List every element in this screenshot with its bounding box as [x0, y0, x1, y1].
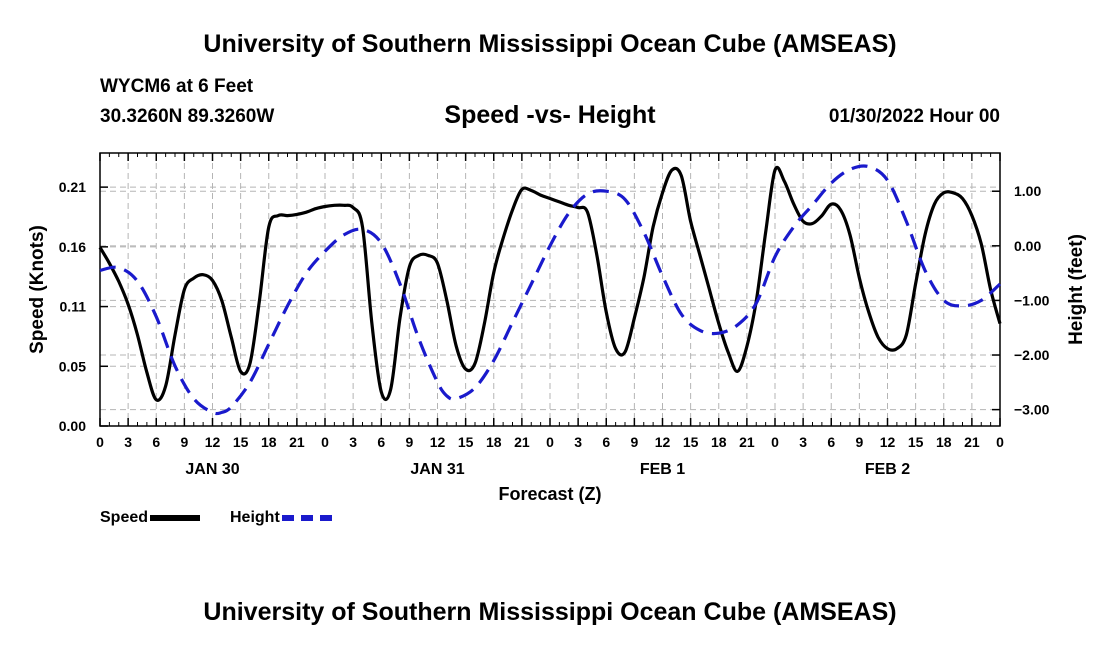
x-tick-label: 15 [908, 434, 924, 450]
y-left-tick-label: 0.05 [59, 358, 86, 374]
y-left-tick-label: 0.21 [59, 179, 86, 195]
legend-height: Height [230, 509, 332, 527]
x-tick-label: 0 [321, 434, 329, 450]
x-tick-label: 21 [289, 434, 305, 450]
y-left-tick-label: 0.16 [59, 239, 86, 255]
x-tick-label: 3 [799, 434, 807, 450]
y-right-tick-label: 1.00 [1014, 183, 1041, 199]
y-right-axis-label: Height (feet) [1066, 234, 1087, 345]
day-label: FEB 2 [865, 461, 910, 478]
x-tick-label: 9 [405, 434, 413, 450]
y-left-axis-label: Speed (Knots) [27, 225, 48, 354]
x-tick-label: 12 [430, 434, 446, 450]
legend-speed-label: Speed [100, 509, 149, 526]
x-tick-label: 3 [574, 434, 582, 450]
legend-speed-swatch [150, 515, 201, 521]
day-label: FEB 1 [640, 461, 685, 478]
x-tick-label: 12 [880, 434, 896, 450]
x-tick-label: 0 [96, 434, 104, 450]
legend-height-label: Height [230, 509, 280, 526]
x-tick-label: 6 [827, 434, 835, 450]
forecast-date: 01/30/2022 Hour 00 [828, 106, 1000, 127]
speed-height-chart: 0 3 6 9 12 15 18 21 0 3 6 9 12 15 18 21 0 3 6 9 12 15 18 21 0 3 6 9… [27, 152, 1087, 504]
x-tick-label: 12 [205, 434, 221, 450]
y-left-tick-label: 0.11 [60, 299, 87, 315]
x-tick-label: 15 [683, 434, 699, 450]
page-title: University of Southern Mississippi Ocean… [203, 30, 897, 58]
x-tick-label: 12 [655, 434, 671, 450]
y-right-tick-label: 0.00 [1014, 238, 1041, 254]
station-name: WYCM6 at 6 Feet [100, 76, 254, 97]
x-tick-label: 18 [486, 434, 502, 450]
x-axis-label: Forecast (Z) [498, 484, 601, 504]
y-right-tick-label: −2.00 [1014, 347, 1050, 363]
y-left-tick-label: 0.00 [59, 418, 86, 434]
x-tick-label: 6 [602, 434, 610, 450]
chart-title: Speed -vs- Height [444, 101, 656, 129]
day-label: JAN 31 [410, 461, 464, 478]
x-tick-label: 21 [739, 434, 755, 450]
x-tick-label: 6 [152, 434, 160, 450]
x-tick-label: 21 [964, 434, 980, 450]
station-coordinates: 30.3260N 89.3260W [100, 106, 275, 127]
x-tick-label: 0 [771, 434, 779, 450]
x-tick-label: 0 [546, 434, 554, 450]
x-tick-label: 0 [996, 434, 1004, 450]
legend-height-swatch [281, 515, 332, 521]
legend-speed: Speed [100, 509, 201, 527]
footer-title: University of Southern Mississippi Ocean… [203, 598, 897, 626]
x-tick-label: 3 [349, 434, 357, 450]
x-tick-label: 6 [377, 434, 385, 450]
series-line-height [99, 164, 1002, 416]
x-tick-label: 18 [261, 434, 277, 450]
x-tick-label: 9 [855, 434, 863, 450]
x-tick-label: 21 [514, 434, 530, 450]
y-right-tick-label: −3.00 [1014, 402, 1050, 418]
x-tick-label: 9 [180, 434, 188, 450]
x-tick-label: 15 [233, 434, 249, 450]
x-tick-label: 15 [458, 434, 474, 450]
day-label: JAN 30 [185, 461, 239, 478]
x-tick-label: 9 [630, 434, 638, 450]
y-right-tick-label: −1.00 [1014, 292, 1050, 308]
x-tick-label: 18 [936, 434, 952, 450]
x-tick-label: 18 [711, 434, 727, 450]
x-tick-label: 3 [124, 434, 132, 450]
series-line-speed [98, 165, 1002, 402]
